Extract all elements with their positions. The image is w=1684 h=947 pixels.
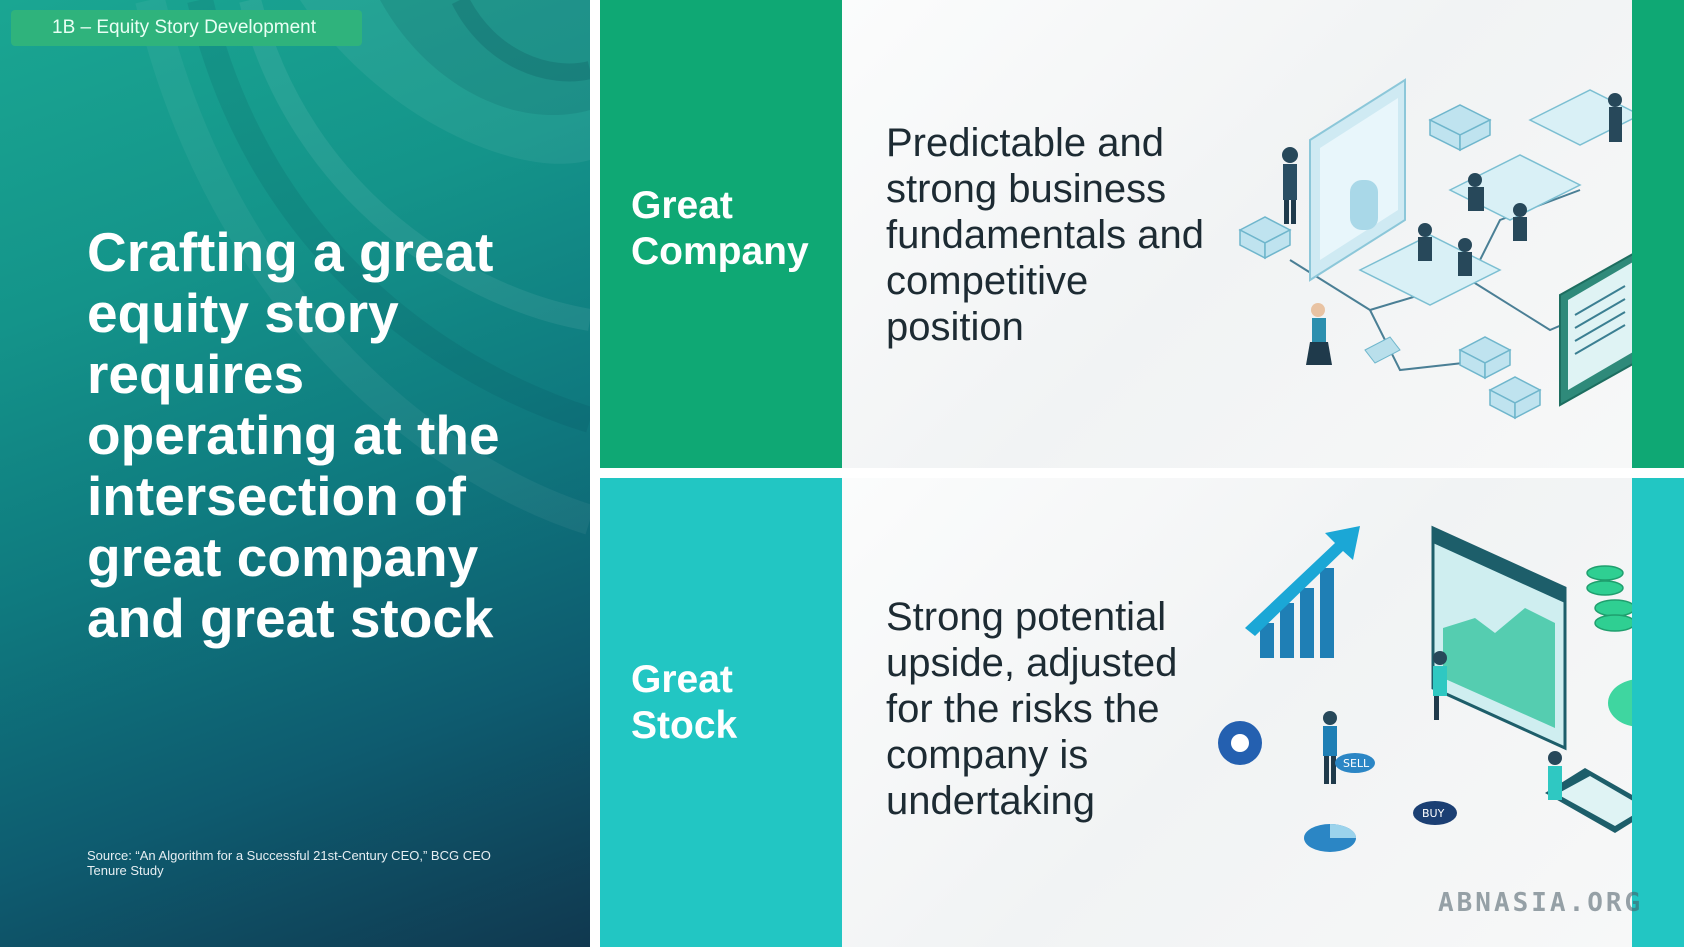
vertical-divider: [590, 0, 600, 947]
section-label-chip: 1B – Equity Story Development: [11, 10, 362, 46]
great-stock-description: Strong potential upside, adjusted for th…: [886, 595, 1178, 823]
page-title: Crafting a great equity story requires o…: [87, 221, 500, 649]
isometric-stock-trading-icon: SELL BUY: [1218, 525, 1672, 852]
sell-badge: SELL: [1343, 757, 1370, 770]
great-stock-edge-accent: [1632, 478, 1684, 947]
great-stock-row: Great Stock Strong potential upside, adj…: [600, 478, 1684, 947]
label-line-2: Stock: [631, 704, 738, 747]
great-stock-label-block: Great Stock: [600, 478, 842, 947]
wave-pattern-background: [135, 0, 590, 535]
source-note: Source: “An Algorithm for a Successful 2…: [87, 848, 491, 878]
isometric-office-team-icon: [1238, 78, 1642, 420]
great-company-label: Great Company: [631, 183, 831, 275]
great-company-label-block: Great Company: [600, 0, 842, 468]
great-company-description: Predictable and strong business fundamen…: [886, 121, 1205, 349]
title-panel: 1B – Equity Story Development Crafting a…: [0, 0, 590, 947]
label-line-1: Great: [631, 658, 733, 701]
label-line-1: Great: [631, 184, 733, 227]
great-company-content: Predictable and strong business fundamen…: [842, 0, 1632, 468]
label-line-2: Company: [631, 230, 809, 273]
watermark: ABNASIA.ORG: [1438, 888, 1644, 918]
buy-badge: BUY: [1422, 807, 1445, 820]
great-company-row: Great Company Predictable and strong bus…: [600, 0, 1684, 468]
great-company-edge-accent: [1632, 0, 1684, 468]
great-stock-label: Great Stock: [631, 657, 831, 749]
